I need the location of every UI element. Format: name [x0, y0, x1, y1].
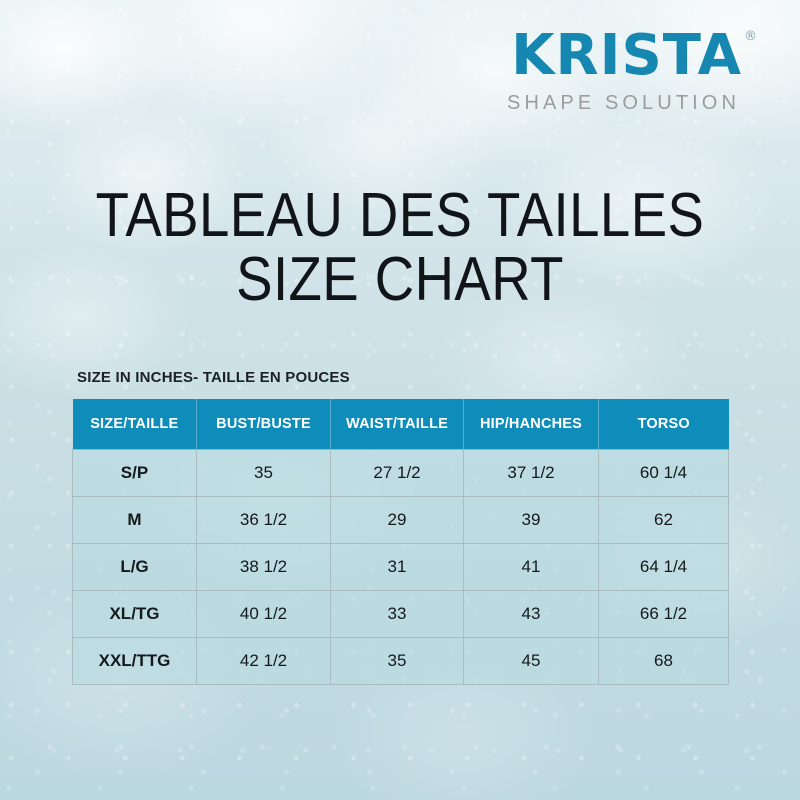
- brand-logo: KRISTA ® SHAPE SOLUTION: [507, 28, 757, 114]
- cell-bust: 40 1/2: [196, 590, 331, 638]
- cell-bust: 36 1/2: [196, 496, 331, 544]
- cell-size: M: [72, 496, 197, 544]
- table-row: XL/TG 40 1/2 33 43 66 1/2: [72, 590, 729, 638]
- size-chart-table: SIZE/TAILLE BUST/BUSTE WAIST/TAILLE HIP/…: [72, 399, 729, 685]
- cell-size: L/G: [72, 543, 197, 591]
- column-header-waist: WAIST/TAILLE: [330, 399, 464, 450]
- table-caption: SIZE IN INCHES- TAILLE EN POUCES: [77, 369, 350, 386]
- cell-waist: 33: [330, 590, 464, 638]
- cell-waist: 29: [330, 496, 464, 544]
- cell-size: XL/TG: [72, 590, 197, 638]
- table-row: S/P 35 27 1/2 37 1/2 60 1/4: [72, 449, 729, 497]
- cell-bust: 35: [196, 449, 331, 497]
- cell-torso: 68: [598, 637, 729, 685]
- cell-hip: 41: [463, 543, 599, 591]
- column-header-bust: BUST/BUSTE: [196, 399, 331, 450]
- table-header: SIZE/TAILLE BUST/BUSTE WAIST/TAILLE HIP/…: [72, 399, 729, 450]
- table-row: M 36 1/2 29 39 62: [72, 496, 729, 544]
- column-header-hip: HIP/HANCHES: [463, 399, 599, 450]
- table-row: L/G 38 1/2 31 41 64 1/4: [72, 543, 729, 591]
- column-header-size: SIZE/TAILLE: [72, 399, 197, 450]
- brand-tagline: SHAPE SOLUTION: [507, 92, 740, 114]
- page-title: TABLEAU DES TAILLES SIZE CHART: [48, 184, 752, 312]
- cell-waist: 27 1/2: [330, 449, 464, 497]
- table-header-row: SIZE/TAILLE BUST/BUSTE WAIST/TAILLE HIP/…: [72, 399, 729, 450]
- brand-name-text: KRISTA: [511, 23, 742, 88]
- column-header-torso: TORSO: [598, 399, 729, 450]
- cell-waist: 35: [330, 637, 464, 685]
- table-body: S/P 35 27 1/2 37 1/2 60 1/4 M 36 1/2 29 …: [72, 449, 729, 685]
- cell-torso: 66 1/2: [598, 590, 729, 638]
- cell-hip: 39: [463, 496, 599, 544]
- cell-hip: 45: [463, 637, 599, 685]
- cell-size: XXL/TTG: [72, 637, 197, 685]
- cell-waist: 31: [330, 543, 464, 591]
- cell-size: S/P: [72, 449, 197, 497]
- table-row: XXL/TTG 42 1/2 35 45 68: [72, 637, 729, 685]
- cell-bust: 38 1/2: [196, 543, 331, 591]
- cell-hip: 37 1/2: [463, 449, 599, 497]
- cell-bust: 42 1/2: [196, 637, 331, 685]
- cell-torso: 62: [598, 496, 729, 544]
- brand-name: KRISTA ®: [511, 28, 757, 84]
- size-chart-container: SIZE/TAILLE BUST/BUSTE WAIST/TAILLE HIP/…: [72, 399, 729, 685]
- page-title-french: TABLEAU DES TAILLES: [95, 181, 705, 250]
- page-title-english: SIZE CHART: [236, 245, 564, 314]
- registered-trademark-icon: ®: [744, 29, 757, 44]
- cell-torso: 64 1/4: [598, 543, 729, 591]
- cell-hip: 43: [463, 590, 599, 638]
- cell-torso: 60 1/4: [598, 449, 729, 497]
